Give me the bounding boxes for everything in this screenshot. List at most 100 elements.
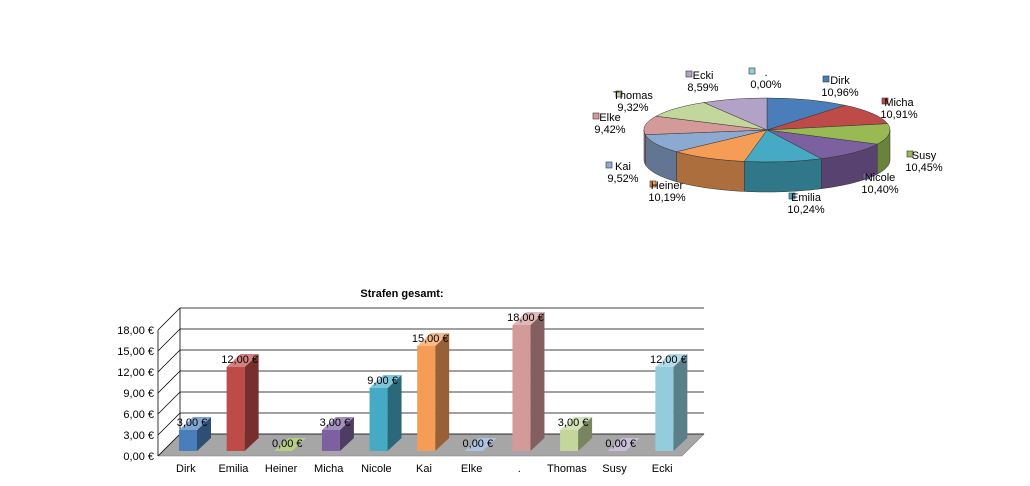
pie-slice-percent: 0,00% xyxy=(750,79,781,91)
data-label: 18,00 € xyxy=(507,312,544,324)
y-tick-label: 12,00 € xyxy=(117,367,154,379)
bar-top xyxy=(274,438,307,451)
data-label: 3,00 € xyxy=(558,417,589,429)
pie-slice-name: Emilia xyxy=(791,192,822,204)
bar xyxy=(369,375,402,451)
pie-slice-name: Susy xyxy=(912,150,937,162)
x-tick-label: Kai xyxy=(416,463,432,475)
bar xyxy=(179,417,211,451)
pie-legend-key xyxy=(685,70,693,78)
bar-front xyxy=(417,346,436,451)
bar-front xyxy=(226,367,245,451)
gridline-side xyxy=(157,328,181,352)
pie-slice-name: Thomas xyxy=(613,90,653,102)
x-tick-label: Micha xyxy=(314,463,344,475)
pie-legend-key xyxy=(615,90,623,98)
bar-side xyxy=(339,417,354,451)
pie-slice-percent: 8,59% xyxy=(687,82,718,94)
bar-top xyxy=(464,438,497,451)
gridline-side xyxy=(157,307,181,331)
chart-title: Strafen gesamt: xyxy=(360,288,443,300)
pie-slice-name: Kai xyxy=(615,161,631,173)
data-label: 3,00 € xyxy=(177,417,208,429)
x-tick-label: Heiner xyxy=(265,463,298,475)
pie-sides xyxy=(643,130,891,193)
pie-slice-percent: 9,52% xyxy=(607,173,638,185)
bar xyxy=(512,312,545,451)
data-label: 0,00 € xyxy=(463,438,494,450)
y-tick-label: 0,00 € xyxy=(123,451,154,463)
bar-side xyxy=(244,354,259,451)
pie-slice xyxy=(743,129,823,163)
x-tick-label: Dirk xyxy=(176,463,196,475)
bar-top xyxy=(369,375,402,388)
bar-top xyxy=(179,417,211,430)
data-label: 12,00 € xyxy=(650,354,687,366)
pie-slice-percent: 10,40% xyxy=(861,184,899,196)
pie-slice xyxy=(675,129,768,162)
bar-front xyxy=(560,430,579,451)
data-label: 3,00 € xyxy=(320,417,351,429)
pie-legend-key xyxy=(649,180,657,188)
bar-front xyxy=(369,388,388,451)
pie-slice-percent: 10,19% xyxy=(648,192,686,204)
gridline-side xyxy=(157,349,181,373)
pie-slice-percent: 9,32% xyxy=(617,102,648,114)
bar xyxy=(655,354,688,451)
y-tick-label: 15,00 € xyxy=(117,346,154,358)
bar xyxy=(417,333,450,451)
x-tick-label: Emilia xyxy=(218,463,249,475)
x-tick-label: Elke xyxy=(461,463,482,475)
pie-slice-percent: 10,96% xyxy=(821,87,859,99)
data-label: 15,00 € xyxy=(412,333,449,345)
bar-side xyxy=(673,354,688,451)
pie-labels: Dirk10,96%Micha10,91%Susy10,45%Nicole10,… xyxy=(592,67,943,216)
data-label: 0,00 € xyxy=(605,438,636,450)
bar-side xyxy=(435,333,450,451)
pie-legend-key xyxy=(862,172,870,180)
pie-legend-key xyxy=(748,67,756,75)
pie-legend-key xyxy=(881,97,889,105)
bar-top xyxy=(512,312,545,325)
bar xyxy=(226,354,259,451)
pie-top xyxy=(643,97,891,163)
pie-legend-key xyxy=(605,161,613,169)
x-tick-label: Nicole xyxy=(361,463,392,475)
pie-slice-name: Nicole xyxy=(865,172,896,184)
x-tick-label: Ecki xyxy=(652,463,673,475)
bar xyxy=(464,438,497,451)
gridline-side xyxy=(157,391,181,415)
bar xyxy=(560,417,593,451)
pie-slice-percent: 10,91% xyxy=(880,109,918,121)
gridline-side xyxy=(157,370,181,394)
bar-top xyxy=(321,417,354,430)
pie-slice xyxy=(766,105,889,131)
pie-slice xyxy=(766,129,879,159)
bar-top xyxy=(560,417,593,430)
bar-top xyxy=(607,438,640,451)
pie-slice-percent: 10,24% xyxy=(787,204,825,216)
pie-slice-percent: 9,42% xyxy=(594,124,625,136)
bar-front xyxy=(512,325,531,451)
pie-legend-key xyxy=(822,75,830,83)
bar-side xyxy=(578,417,593,451)
gridline-side xyxy=(157,433,181,457)
pie-legend-key xyxy=(788,192,796,200)
y-tick-label: 9,00 € xyxy=(123,388,154,400)
pie-legend-key xyxy=(906,150,914,158)
bar-top xyxy=(417,333,450,346)
y-tick-label: 18,00 € xyxy=(117,325,154,337)
bar-side xyxy=(197,417,211,451)
bar-top xyxy=(226,354,259,367)
pie-slice-name: Dirk xyxy=(830,75,850,87)
gridline-side xyxy=(157,412,181,436)
x-tick-label: . xyxy=(518,463,521,475)
bar-side xyxy=(387,375,402,451)
bar-front xyxy=(655,367,674,451)
bar xyxy=(607,438,640,451)
pie-slice-name: Heiner xyxy=(651,180,684,192)
pie-slice xyxy=(766,97,847,131)
